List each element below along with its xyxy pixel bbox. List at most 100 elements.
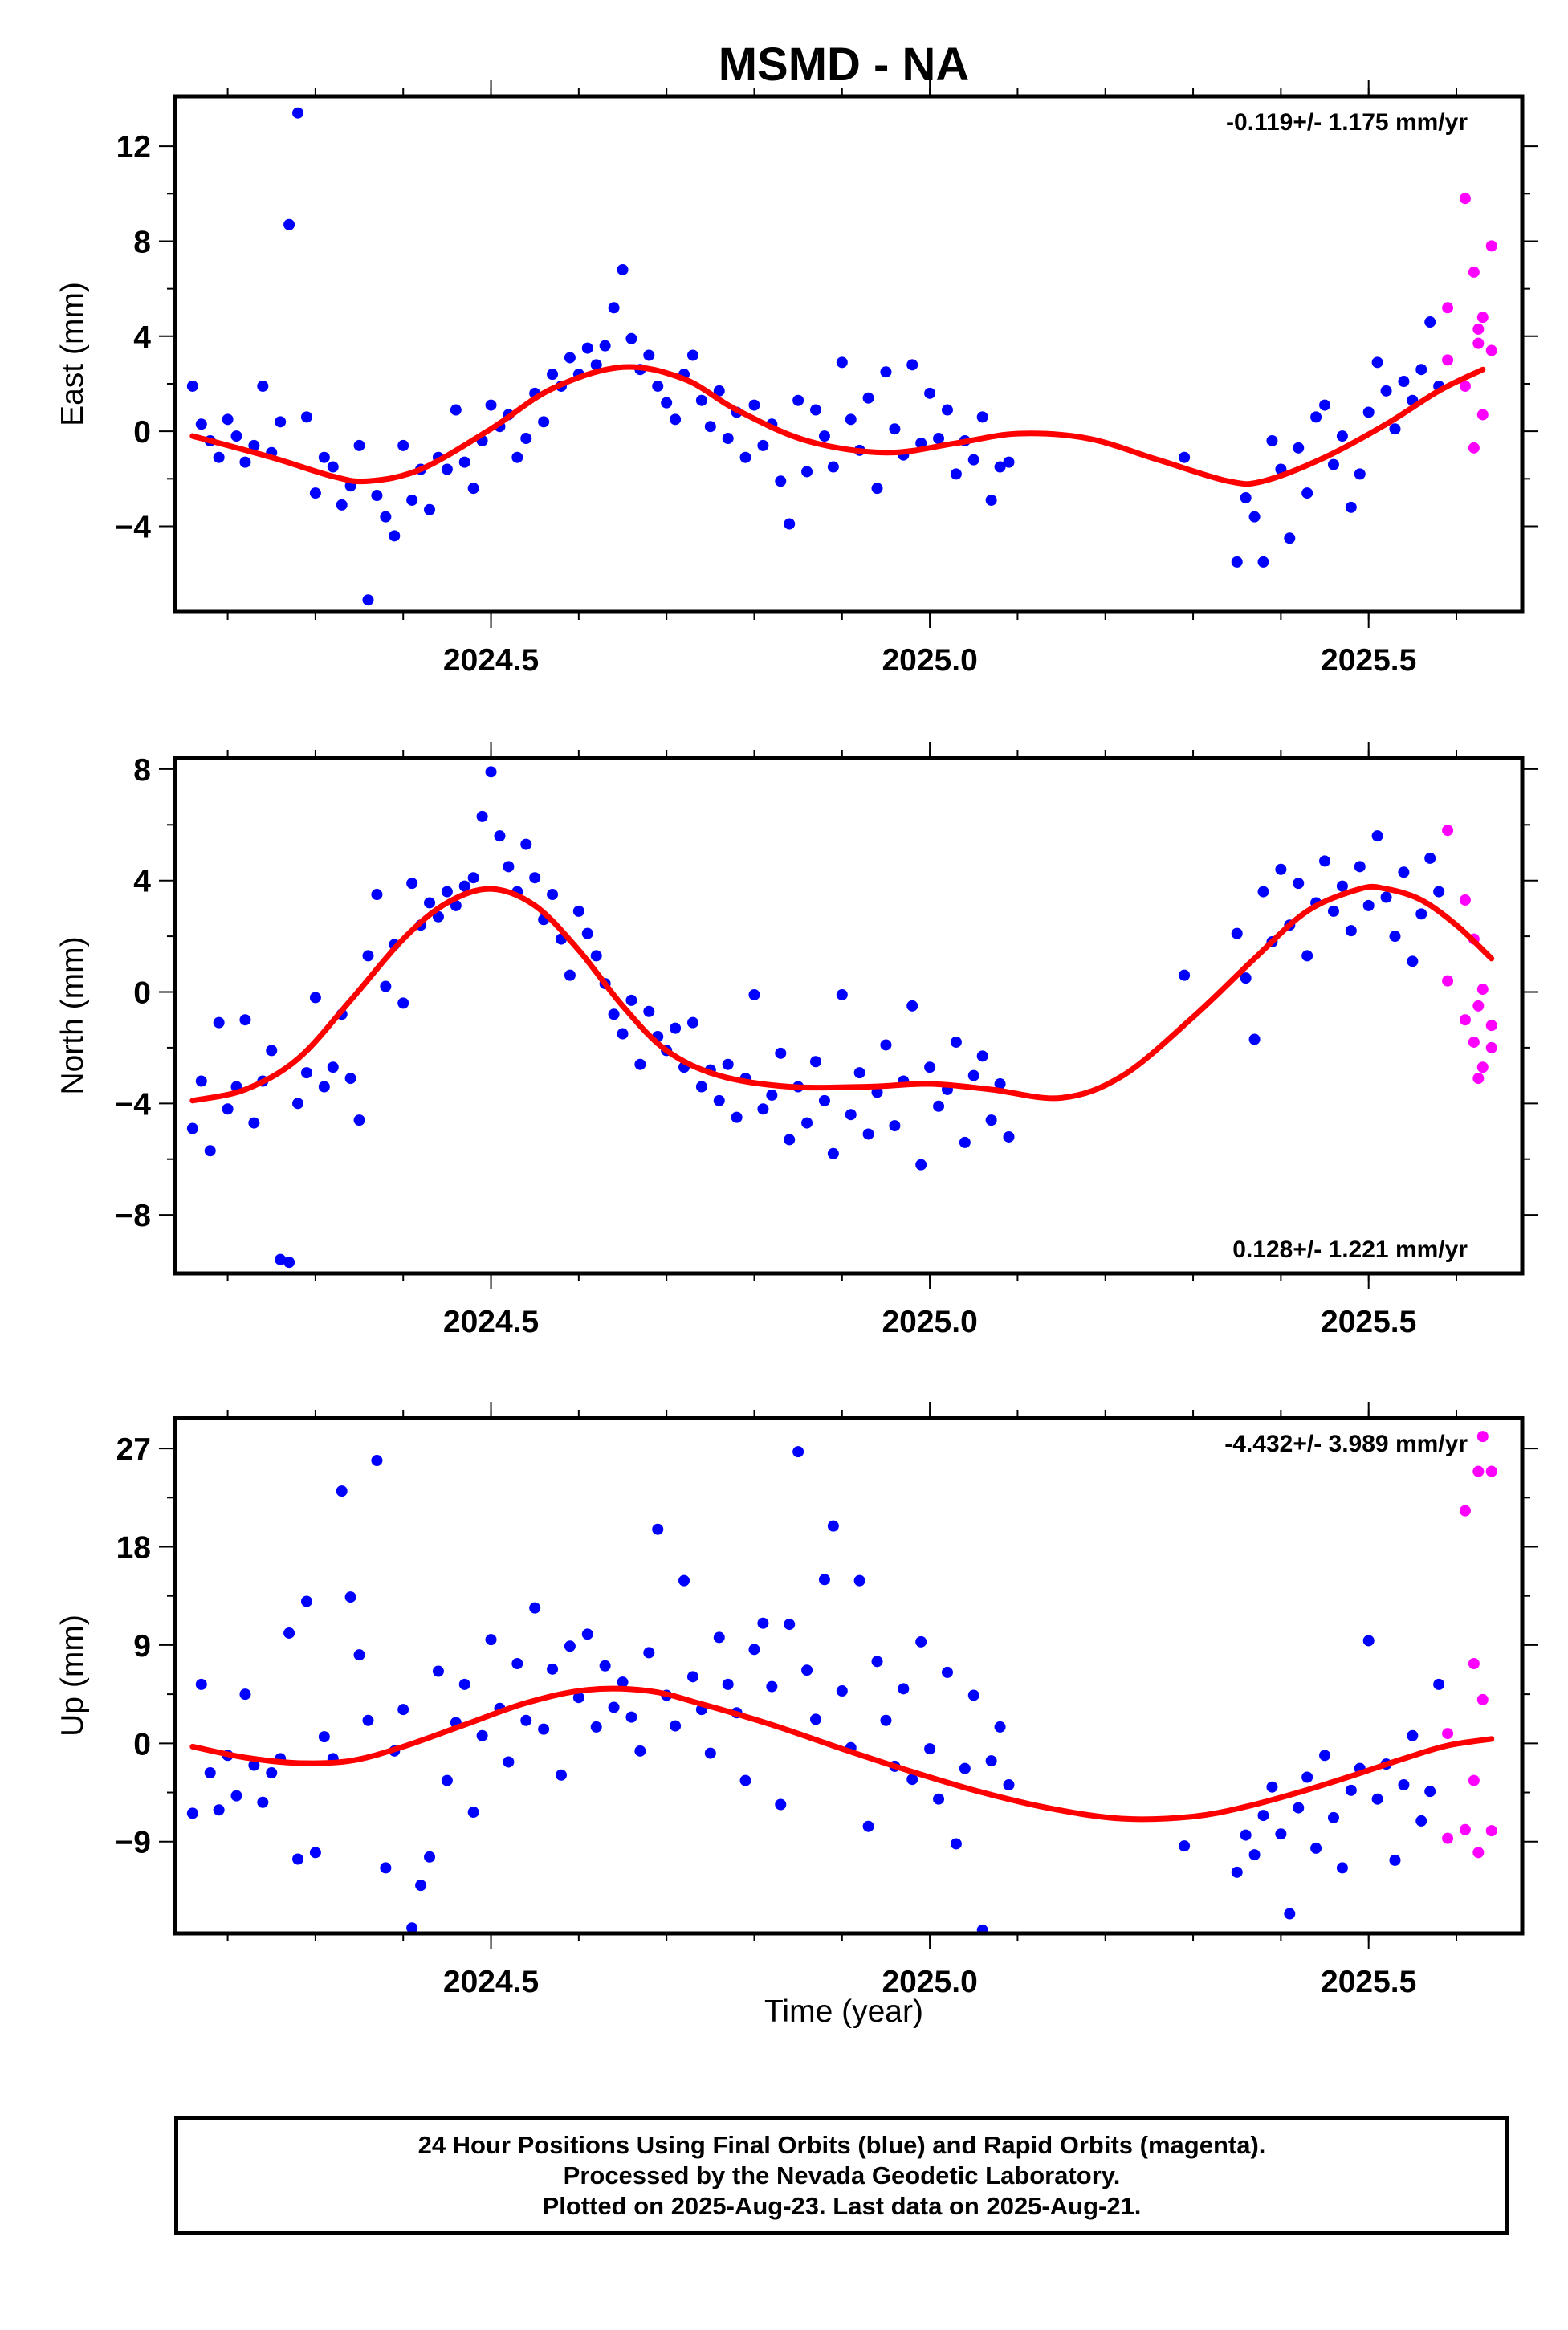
final-orbit-point [617, 1676, 629, 1688]
y-tick-label: −8 [116, 1199, 151, 1233]
final-orbit-point [950, 1838, 962, 1850]
y-tick-label: 0 [133, 976, 151, 1011]
final-orbit-point [292, 107, 304, 119]
final-orbit-point [634, 1058, 646, 1070]
rapid-orbit-point [1442, 1832, 1454, 1844]
caption-line: Plotted on 2025-Aug-23. Last data on 202… [542, 2192, 1142, 2220]
x-tick-label: 2024.5 [443, 1965, 539, 1999]
final-orbit-point [976, 411, 988, 423]
final-orbit-point [695, 394, 707, 406]
final-orbit-point [1424, 852, 1436, 864]
final-orbit-point [590, 1721, 602, 1733]
rapid-orbit-point [1459, 894, 1471, 906]
final-orbit-point [318, 1731, 330, 1743]
rapid-orbit-point [1468, 1774, 1480, 1786]
final-orbit-point [906, 359, 918, 371]
final-orbit-point [1371, 830, 1383, 842]
final-orbit-point [371, 889, 383, 901]
final-orbit-point [380, 1862, 392, 1874]
final-orbit-point [1327, 458, 1339, 470]
final-orbit-point [309, 1847, 321, 1859]
final-orbit-point [1248, 1033, 1261, 1045]
final-orbit-point [547, 889, 559, 901]
final-orbit-point [204, 1767, 216, 1779]
final-orbit-point [424, 897, 436, 909]
final-orbit-point [450, 404, 462, 416]
chart-title: MSMD - NA [719, 39, 970, 91]
final-orbit-point [880, 1039, 892, 1051]
velocity-rate-label: 0.128+/- 1.221 mm/yr [1232, 1236, 1468, 1263]
y-axis-label: East (mm) [55, 282, 90, 426]
final-orbit-point [441, 463, 453, 475]
final-orbit-point [1179, 1840, 1191, 1852]
final-orbit-point [1336, 880, 1348, 892]
final-orbit-point [1266, 1781, 1278, 1793]
final-orbit-point [871, 1656, 883, 1668]
final-orbit-point [1415, 1815, 1427, 1827]
y-axis-label: Up (mm) [55, 1615, 90, 1737]
final-orbit-point [389, 530, 401, 542]
final-orbit-point [836, 988, 848, 1000]
final-orbit-point [1380, 891, 1392, 903]
final-orbit-point [827, 461, 839, 473]
rapid-orbit-point [1442, 975, 1454, 987]
final-orbit-point [686, 1016, 698, 1029]
rapid-orbit-point [1476, 312, 1489, 324]
final-orbit-point [1266, 434, 1278, 446]
final-orbit-point [933, 433, 945, 445]
final-orbit-point [222, 413, 234, 426]
final-orbit-point [818, 1094, 830, 1106]
final-orbit-point [1003, 456, 1015, 468]
final-orbit-point [590, 359, 602, 371]
final-orbit-point [362, 594, 374, 606]
final-orbit-point [1284, 532, 1296, 544]
final-orbit-point [766, 1680, 778, 1693]
final-orbit-point [924, 1061, 936, 1073]
final-orbit-point [1284, 1908, 1296, 1920]
final-orbit-point [1310, 1842, 1322, 1854]
y-tick-label: 8 [133, 753, 151, 788]
final-orbit-point [599, 1660, 611, 1672]
final-orbit-point [704, 421, 716, 433]
plot-area [186, 107, 1497, 606]
final-orbit-point [1003, 1130, 1015, 1143]
final-orbit-point [564, 969, 576, 981]
final-orbit-point [1257, 1810, 1269, 1822]
final-orbit-point [186, 380, 198, 392]
final-orbit-point [967, 1689, 979, 1701]
final-orbit-point [380, 511, 392, 523]
final-orbit-point [1275, 863, 1287, 875]
final-orbit-point [608, 1008, 620, 1020]
final-orbit-point [458, 880, 470, 892]
final-orbit-point [827, 1147, 839, 1159]
final-orbit-point [625, 332, 637, 344]
final-orbit-point [257, 380, 269, 392]
x-tick-label: 2024.5 [443, 1305, 539, 1339]
final-orbit-point [362, 1714, 374, 1726]
final-orbit-point [1231, 927, 1243, 939]
velocity-rate-label: -4.432+/- 3.989 mm/yr [1224, 1431, 1468, 1457]
final-orbit-point [994, 1721, 1006, 1733]
final-orbit-point [836, 1685, 848, 1697]
y-tick-label: 0 [133, 1727, 151, 1762]
final-orbit-point [1407, 1729, 1419, 1741]
final-orbit-point [608, 302, 620, 314]
final-orbit-point [239, 456, 251, 468]
final-orbit-point [467, 872, 479, 884]
final-orbit-point [581, 1628, 593, 1640]
y-tick-label: 18 [116, 1531, 151, 1566]
final-orbit-point [300, 1595, 312, 1607]
final-orbit-point [581, 342, 593, 354]
final-orbit-point [775, 1798, 787, 1811]
x-tick-label: 2025.0 [882, 1965, 977, 1999]
final-orbit-point [678, 1574, 690, 1587]
final-orbit-point [415, 1880, 427, 1892]
final-orbit-point [353, 1649, 365, 1661]
final-orbit-point [1257, 556, 1269, 568]
final-orbit-point [889, 423, 901, 435]
final-orbit-point [862, 392, 874, 404]
final-orbit-point [213, 1016, 225, 1029]
final-orbit-point [397, 997, 409, 1009]
final-orbit-point [292, 1098, 304, 1110]
final-orbit-point [1424, 1786, 1436, 1798]
